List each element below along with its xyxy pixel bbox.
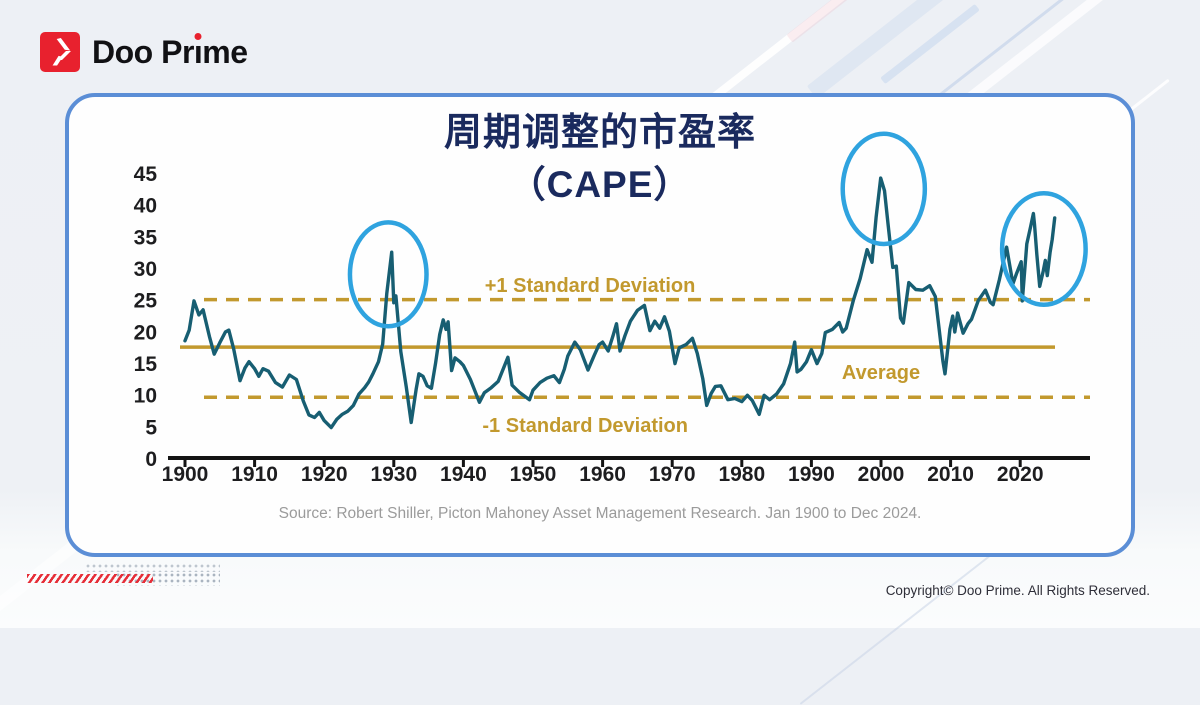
x-axis [168, 456, 1090, 467]
y-axis-labels: 0 5 10 15 20 25 30 35 40 45 [134, 163, 158, 471]
footer-red-hatch-bar [27, 574, 153, 583]
bg-streak [880, 3, 980, 85]
reference-lines: +1 Standard Deviation Average -1 Standard … [180, 275, 1090, 437]
cape-line [183, 176, 1057, 430]
svg-text:40: 40 [134, 195, 157, 218]
source-attribution: Source: Robert Shiller, Picton Mahoney A… [278, 505, 922, 522]
svg-text:1900: 1900 [162, 463, 209, 486]
svg-text:5: 5 [145, 416, 157, 439]
chart-card: 周期调整的市盈率 （CAPE） +1 Standard Deviation Ave… [65, 93, 1135, 557]
svg-text:2020: 2020 [997, 463, 1044, 486]
svg-text:45: 45 [134, 163, 158, 186]
svg-text:1920: 1920 [301, 463, 348, 486]
2021-2024-peak-circle [999, 191, 1088, 307]
svg-text:20: 20 [134, 321, 157, 344]
svg-text:25: 25 [134, 290, 158, 313]
svg-text:1910: 1910 [231, 463, 278, 486]
svg-text:2000: 2000 [858, 463, 905, 486]
x-axis-labels: 1900 1910 1920 1930 1940 1950 1960 1970 1980 1990… [162, 463, 1044, 486]
svg-text:1980: 1980 [718, 463, 765, 486]
footer-dot-pattern [85, 563, 220, 572]
reference-line-label: -1 Standard Deviation [482, 415, 688, 437]
svg-text:30: 30 [134, 258, 157, 281]
svg-text:15: 15 [134, 353, 158, 376]
1929-peak-circle [347, 220, 429, 329]
doo-prime-logo-text: Doo Prıme [92, 34, 248, 70]
svg-text:2010: 2010 [927, 463, 974, 486]
cape-chart: +1 Standard Deviation Average -1 Standard … [134, 131, 1090, 486]
svg-text:0: 0 [145, 448, 157, 471]
reference-line-label: Average [842, 362, 920, 384]
svg-text:1930: 1930 [370, 463, 417, 486]
doo-prime-logo-icon [40, 32, 80, 72]
2000-peak-circle [840, 131, 928, 247]
svg-text:1940: 1940 [440, 463, 487, 486]
cape-series-line [183, 176, 1057, 430]
svg-text:1950: 1950 [510, 463, 557, 486]
svg-text:35: 35 [134, 226, 158, 249]
highlight-circles [347, 131, 1088, 329]
svg-text:1960: 1960 [579, 463, 626, 486]
svg-text:10: 10 [134, 385, 157, 408]
bg-streak [806, 0, 1054, 99]
svg-text:1970: 1970 [649, 463, 696, 486]
copyright-text: Copyright© Doo Prime. All Rights Reserve… [885, 583, 1150, 598]
reference-line-label: +1 Standard Deviation [485, 275, 696, 297]
bg-streak [786, 0, 864, 43]
bg-streak [705, 0, 915, 106]
doo-prime-logo: Doo Prıme [40, 32, 248, 72]
svg-text:1990: 1990 [788, 463, 835, 486]
